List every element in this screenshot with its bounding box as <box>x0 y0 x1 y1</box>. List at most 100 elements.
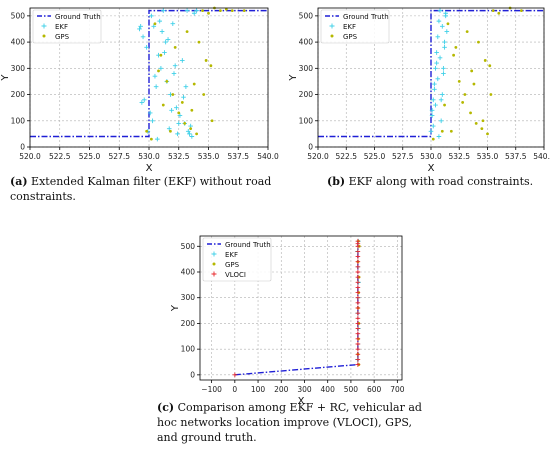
caption-a: (a) Extended Kalman filter (EKF) without… <box>10 174 275 204</box>
legend-label: GPS <box>343 33 358 41</box>
data-point-gps <box>195 132 199 136</box>
data-point-vloci <box>355 315 361 321</box>
data-point-ekf <box>430 123 436 129</box>
x-tick-label: −100 <box>201 385 222 394</box>
chart-panel-c: −100 0 100 200 300 400 500 600 700 0 100 200 300 400 5… <box>170 235 405 407</box>
data-point-ekf <box>437 8 443 13</box>
legend-label: Ground Truth <box>225 241 271 249</box>
plot-frame <box>317 7 545 148</box>
data-point-ekf <box>165 37 171 42</box>
data-point-ekf <box>144 45 149 50</box>
legend-label: GPS <box>55 33 70 41</box>
x-tick-label: 537.5 <box>505 152 527 161</box>
data-point-gps <box>197 40 201 44</box>
data-point-vloci <box>355 290 361 295</box>
legend-box <box>320 9 390 44</box>
data-point-gps <box>185 30 189 34</box>
data-point-vloci <box>355 300 361 306</box>
data-point-vloci <box>355 259 361 265</box>
data-point-vloci <box>355 357 361 362</box>
x-tick-label: 700 <box>390 385 405 394</box>
x-tick-label: 525.0 <box>79 152 101 161</box>
data-point-ekf <box>171 71 177 76</box>
data-point-ekf <box>441 71 446 76</box>
x-tick-label: 535.0 <box>477 152 499 161</box>
y-tick-label: 300 <box>299 64 314 73</box>
x-tick-label: 530.0 <box>138 152 160 161</box>
x-tick-label: 100 <box>251 385 266 394</box>
data-point-vloci <box>355 269 361 275</box>
data-point-gps <box>190 108 194 112</box>
y-tick-label: 400 <box>299 38 314 47</box>
data-point-gps <box>153 22 157 26</box>
y-tick-label: 100 <box>181 345 196 354</box>
data-point-ekf <box>184 8 190 13</box>
data-point-ekf <box>191 10 197 16</box>
data-point-ekf <box>177 113 183 118</box>
data-point-ekf <box>440 24 445 29</box>
data-point-gps <box>192 82 196 86</box>
data-point-ekf <box>438 97 444 103</box>
data-point-ekf <box>436 134 442 139</box>
caption-b: (b) EKF along with road constraints. <box>327 174 542 189</box>
chart-panel-a: 520.0 522.5 525.0 527.5 530.0 532.5 535.0 537.5… <box>0 6 279 174</box>
x-tick-label: 537.5 <box>228 152 250 161</box>
data-point-ekf <box>440 92 445 97</box>
x-tick-label: 527.5 <box>109 152 131 161</box>
legend-label: EKF <box>225 251 238 259</box>
data-point-gps <box>207 11 210 15</box>
data-point-ekf <box>166 126 172 131</box>
data-point-gps <box>201 9 204 13</box>
data-point-ekf <box>442 39 447 45</box>
legend-label: EKF <box>343 23 356 31</box>
caption-c-letter: (c) <box>157 401 175 414</box>
data-point-gps <box>180 101 184 104</box>
caption-c: (c) Comparison among EKF + RC, vehicular… <box>157 400 427 445</box>
x-tick-label: 500 <box>344 385 359 394</box>
data-point-ekf <box>170 21 176 27</box>
data-point-gps <box>202 93 206 96</box>
legend-swatch <box>211 251 217 257</box>
data-point-ekf <box>194 8 199 13</box>
y-tick-label: 300 <box>11 64 26 73</box>
x-tick-label: 527.5 <box>392 152 414 161</box>
data-point-gps <box>209 64 213 68</box>
x-tick-label: 600 <box>367 385 382 394</box>
data-point-ekf <box>433 66 438 71</box>
data-point-ekf <box>429 107 435 113</box>
y-axis-label: Y <box>288 74 299 82</box>
data-point-ekf <box>153 84 159 89</box>
data-point-vloci <box>355 264 361 270</box>
x-tick-label: 0 <box>232 385 237 394</box>
legend-swatch <box>41 23 47 29</box>
legend-label: EKF <box>55 23 68 31</box>
data-point-vloci <box>355 295 361 301</box>
data-point-gps <box>477 40 480 44</box>
x-tick-label: 540.0 <box>257 152 279 161</box>
x-tick-label: 522.5 <box>336 152 358 161</box>
data-point-ekf <box>163 39 168 45</box>
data-point-ekf <box>169 107 174 113</box>
data-point-ekf <box>443 10 448 16</box>
data-point-gps <box>481 119 485 123</box>
data-point-ekf <box>185 128 191 134</box>
data-point-gps <box>454 45 458 49</box>
data-point-gps <box>161 103 165 107</box>
legend-box <box>202 237 272 282</box>
caption-a-text: Extended Kalman filter (EKF) without roa… <box>10 175 272 203</box>
data-point-ekf <box>183 84 189 89</box>
legend-label: GPS <box>225 261 240 269</box>
data-point-gps <box>210 119 214 123</box>
data-point-vloci <box>355 362 361 367</box>
data-point-ekf <box>175 131 180 137</box>
y-tick-label: 0 <box>308 143 313 152</box>
data-point-ekf <box>187 131 192 137</box>
caption-b-text: EKF along with road constraints. <box>345 175 534 188</box>
data-point-vloci <box>355 321 361 326</box>
legend-swatch <box>42 34 46 38</box>
x-tick-label: 522.5 <box>49 152 71 161</box>
y-tick-label: 400 <box>181 268 196 277</box>
data-point-gps <box>157 69 160 73</box>
data-point-ekf <box>152 73 158 79</box>
data-point-gps <box>177 111 181 115</box>
